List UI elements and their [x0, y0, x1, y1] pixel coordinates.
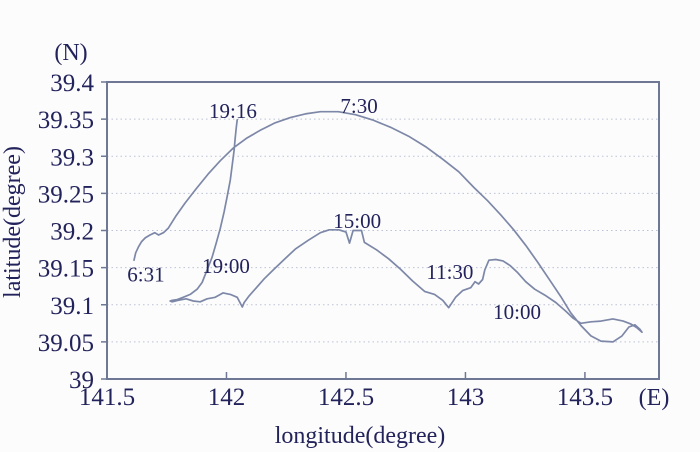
time-annotation: 15:00 [333, 209, 381, 233]
x-tick-label: 142 [208, 384, 246, 411]
y-tick-label: 39.25 [38, 181, 94, 208]
time-annotation: 10:00 [493, 300, 541, 324]
y-tick-label: 39.05 [38, 330, 94, 357]
y-tick-label: 39.4 [50, 70, 94, 97]
x-axis-title: longitude(degree) [275, 423, 446, 449]
y-tick-label: 39.2 [50, 219, 94, 246]
x-tick-label: 141.5 [79, 384, 135, 411]
y-tick-label: 39.35 [38, 107, 94, 134]
y-axis-title: latitude(degree) [0, 146, 26, 298]
trajectory-line [133, 110, 643, 343]
y-tick-label: 39.1 [50, 293, 94, 320]
time-annotation: 11:30 [426, 260, 473, 284]
x-tick-label: 143.5 [557, 384, 613, 411]
x-tick-label: 142.5 [318, 384, 374, 411]
x-tick-label: 143 [447, 384, 485, 411]
y-tick-label: 39.15 [38, 256, 94, 283]
y-axis-unit-label: (N) [54, 40, 87, 66]
x-axis-unit-label: (E) [639, 385, 670, 411]
y-tick-label: 39.3 [50, 144, 94, 171]
time-annotation: 6:31 [127, 262, 164, 286]
y-tick-label: 39 [69, 367, 94, 394]
time-annotation: 19:00 [202, 254, 250, 278]
time-annotation: 7:30 [340, 94, 377, 118]
time-annotation: 19:16 [209, 99, 257, 123]
